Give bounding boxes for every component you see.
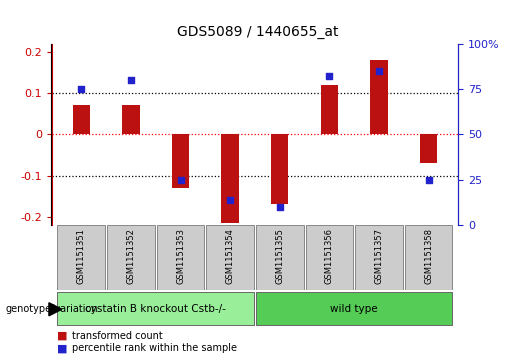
Point (226, 197, 234, 203)
Text: transformed count: transformed count (72, 331, 163, 341)
Text: GDS5089 / 1440655_at: GDS5089 / 1440655_at (177, 25, 338, 40)
Text: GSM1151352: GSM1151352 (126, 228, 135, 284)
Bar (355, 225, 403, 290)
Point (325, 73, 334, 79)
Bar (271, 134, 288, 204)
Point (77, 86, 85, 92)
Point (127, 77, 135, 83)
Bar (405, 225, 452, 290)
Point (276, 204, 284, 210)
Bar (58, 292, 254, 325)
Bar (305, 225, 353, 290)
Text: ■: ■ (57, 343, 67, 354)
Text: GSM1151356: GSM1151356 (325, 228, 334, 284)
Text: GSM1151358: GSM1151358 (424, 228, 433, 284)
Text: percentile rank within the sample: percentile rank within the sample (72, 343, 237, 354)
Bar (321, 85, 338, 134)
Point (375, 68, 383, 74)
Point (424, 177, 433, 183)
Bar (122, 105, 140, 134)
Text: GSM1151351: GSM1151351 (77, 228, 86, 284)
Text: ■: ■ (57, 331, 67, 341)
Text: GSM1151357: GSM1151357 (374, 228, 384, 284)
Bar (207, 225, 254, 290)
Point (176, 177, 184, 183)
Text: wild type: wild type (330, 303, 378, 314)
Bar (157, 225, 204, 290)
Bar (58, 225, 105, 290)
Text: cystatin B knockout Cstb-/-: cystatin B knockout Cstb-/- (85, 303, 226, 314)
Text: GSM1151353: GSM1151353 (176, 228, 185, 284)
Text: GSM1151355: GSM1151355 (275, 228, 284, 284)
Bar (107, 225, 154, 290)
Bar (172, 134, 189, 188)
Bar (420, 134, 437, 163)
Bar (73, 105, 90, 134)
Bar (370, 60, 388, 134)
Bar (221, 134, 239, 223)
Text: GSM1151354: GSM1151354 (226, 228, 235, 284)
Bar (256, 292, 452, 325)
Text: genotype/variation: genotype/variation (5, 303, 98, 314)
Bar (256, 225, 303, 290)
